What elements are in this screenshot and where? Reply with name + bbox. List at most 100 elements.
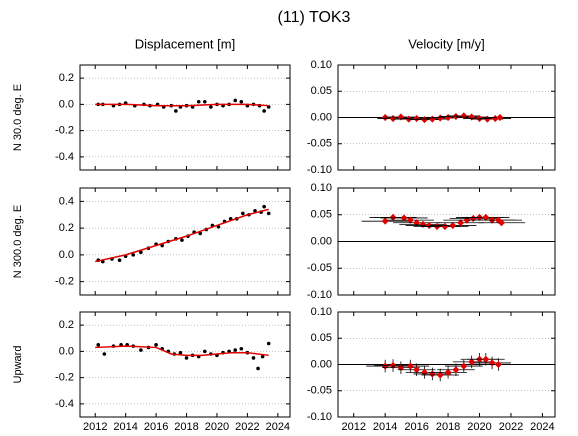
- plot-frame: [337, 64, 556, 171]
- data-point: [444, 114, 452, 121]
- data-point: [449, 221, 457, 229]
- data-point: [209, 105, 213, 109]
- data-point: [202, 99, 207, 104]
- y-tick-label: 0.4: [59, 195, 74, 207]
- fit-line: [95, 208, 269, 263]
- data-point: [413, 366, 421, 374]
- data-point: [460, 362, 468, 370]
- x-tick-label: 2018: [436, 421, 460, 433]
- data-point: [406, 216, 414, 224]
- y-tick-label: 0.05: [311, 209, 332, 221]
- plot-frame: [337, 187, 556, 296]
- data-point: [381, 217, 389, 225]
- data-point: [233, 98, 238, 103]
- y-tick-label: 0.00: [311, 111, 332, 123]
- data-point: [202, 349, 207, 354]
- data-point: [413, 115, 421, 123]
- data-point: [468, 358, 476, 366]
- y-tick-label: -0.10: [307, 164, 332, 176]
- data-point: [469, 214, 477, 222]
- y-tick-label: 0.0: [59, 98, 74, 110]
- y-tick-label: -0.2: [55, 276, 74, 288]
- x-tick-label: 2012: [341, 421, 365, 433]
- data-point: [239, 346, 244, 351]
- y-tick-label: 0.2: [59, 319, 74, 331]
- x-tick-label: 2024: [266, 421, 290, 433]
- column-title: Displacement [m]: [135, 36, 235, 51]
- data-point: [406, 362, 414, 370]
- data-point: [452, 112, 460, 120]
- data-point: [452, 366, 460, 374]
- y-tick-label: -0.05: [307, 262, 332, 274]
- y-tick-label: 0.00: [311, 235, 332, 247]
- chart-title: (11) TOK3: [278, 9, 351, 26]
- data-point: [482, 213, 490, 221]
- data-point: [117, 258, 122, 263]
- data-point: [102, 352, 107, 356]
- data-point: [139, 250, 143, 254]
- x-tick-label: 2016: [404, 421, 428, 433]
- data-point: [494, 361, 502, 368]
- y-axis-label: N 300.0 deg. E: [12, 205, 24, 278]
- y-tick-label: -0.05: [307, 138, 332, 150]
- y-tick-label: 0.0: [59, 345, 74, 357]
- data-point: [184, 356, 189, 360]
- data-point: [256, 366, 260, 371]
- data-point: [460, 112, 468, 120]
- x-tick-label: 2012: [83, 421, 107, 433]
- data-point: [428, 115, 436, 123]
- y-tick-label: 0.2: [59, 72, 74, 84]
- x-tick-label: 2022: [499, 421, 523, 433]
- y-axis-label: N 30.0 deg. E: [12, 84, 24, 151]
- x-tick-label: 2024: [530, 421, 554, 433]
- data-point: [180, 238, 184, 242]
- y-tick-label: 0.0: [59, 249, 74, 261]
- data-point: [498, 219, 506, 227]
- data-point: [441, 223, 449, 231]
- y-tick-label: 0.10: [311, 59, 332, 71]
- data-point: [260, 354, 265, 359]
- y-tick-label: 0.05: [311, 85, 332, 97]
- y-tick-label: 0.2: [59, 222, 74, 234]
- plot-frame: [79, 311, 291, 418]
- data-point: [457, 219, 465, 227]
- data-point: [262, 109, 266, 113]
- plot-frame: [79, 64, 291, 171]
- x-tick-label: 2020: [205, 421, 229, 433]
- data-point: [381, 362, 389, 370]
- data-point: [381, 114, 389, 121]
- data-point: [482, 355, 490, 363]
- data-point: [262, 204, 266, 209]
- data-point: [496, 114, 504, 121]
- data-point: [389, 115, 397, 123]
- x-tick-label: 2018: [174, 421, 198, 433]
- data-point: [174, 109, 178, 113]
- column-title: Velocity [m/y]: [408, 36, 485, 51]
- data-point: [428, 370, 436, 378]
- y-tick-label: 0.05: [311, 332, 332, 344]
- data-point: [405, 115, 413, 123]
- y-tick-label: -0.05: [307, 385, 332, 397]
- fit-line: [95, 103, 269, 107]
- data-point: [239, 99, 244, 104]
- y-tick-label: -0.4: [55, 151, 74, 163]
- data-point: [444, 368, 452, 376]
- data-point: [266, 211, 271, 216]
- data-point: [251, 356, 256, 360]
- data-point: [436, 114, 444, 122]
- data-point: [154, 343, 158, 347]
- data-point: [436, 371, 444, 379]
- y-tick-label: -0.4: [55, 398, 74, 410]
- data-point: [233, 348, 238, 352]
- y-tick-label: -0.10: [307, 289, 332, 301]
- y-tick-label: -0.2: [55, 125, 74, 137]
- x-tick-label: 2014: [113, 421, 137, 433]
- data-point: [139, 348, 143, 352]
- x-tick-label: 2016: [144, 421, 168, 433]
- fit-line: [95, 345, 269, 357]
- data-point: [198, 231, 203, 236]
- data-point: [253, 208, 257, 213]
- data-point: [491, 115, 499, 123]
- data-point: [266, 341, 271, 346]
